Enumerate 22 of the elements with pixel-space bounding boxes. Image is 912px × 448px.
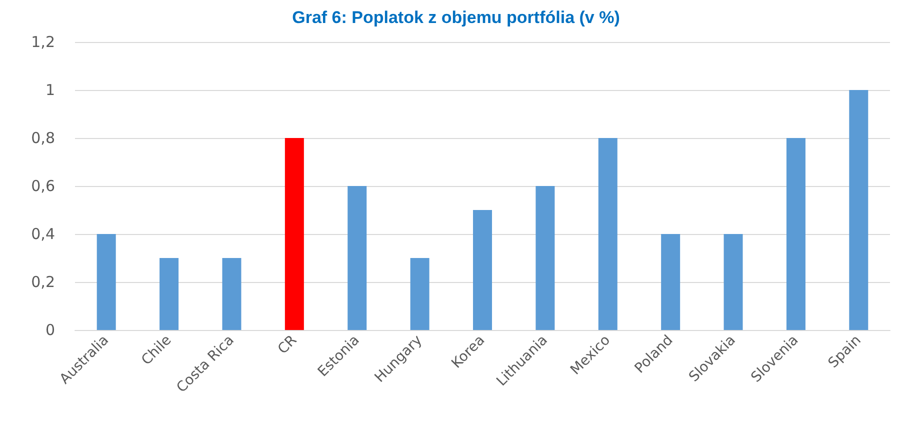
bar bbox=[536, 186, 555, 330]
y-tick-label: 0,6 bbox=[31, 177, 55, 195]
y-tick-label: 0,8 bbox=[31, 129, 55, 147]
bar bbox=[724, 234, 743, 330]
y-tick-label: 0 bbox=[45, 321, 55, 339]
bar bbox=[348, 186, 367, 330]
bar bbox=[786, 138, 806, 330]
chart-title: Graf 6: Poplatok z objemu portfólia (v %) bbox=[292, 8, 620, 27]
y-tick-label: 1,2 bbox=[31, 33, 55, 51]
y-tick-label: 0,4 bbox=[31, 225, 55, 243]
bar bbox=[284, 138, 304, 330]
bar bbox=[661, 234, 680, 330]
bar bbox=[410, 258, 430, 330]
bar bbox=[96, 234, 116, 330]
bar bbox=[598, 138, 618, 330]
y-tick-label: 1 bbox=[45, 81, 55, 99]
bar bbox=[473, 210, 492, 330]
x-tick-label: CR bbox=[274, 332, 300, 358]
y-tick-label: 0,2 bbox=[31, 273, 55, 291]
bar bbox=[849, 90, 868, 330]
bar bbox=[160, 258, 179, 330]
bar bbox=[222, 258, 242, 330]
